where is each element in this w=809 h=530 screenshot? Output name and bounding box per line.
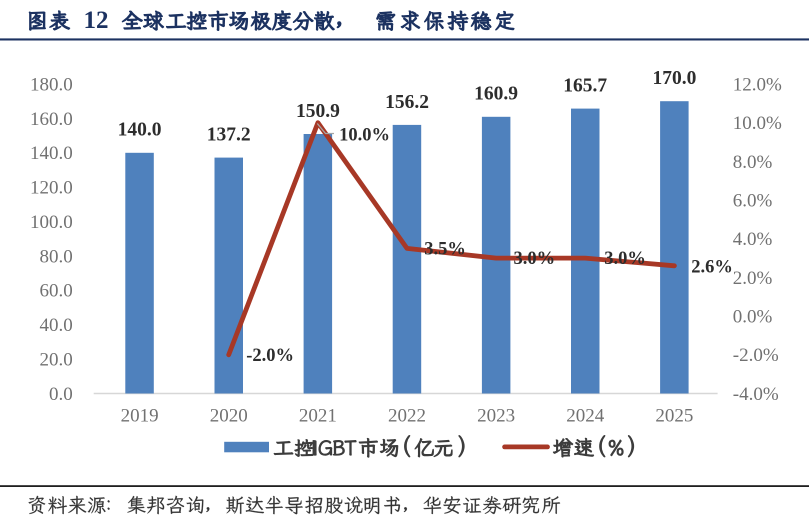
svg-text:8.0%: 8.0% — [733, 152, 773, 173]
svg-text:2022: 2022 — [388, 405, 426, 426]
svg-text:3.0%: 3.0% — [604, 249, 646, 269]
svg-text:12.0%: 12.0% — [733, 74, 782, 95]
svg-text:2020: 2020 — [210, 405, 248, 426]
svg-text:20.0: 20.0 — [40, 350, 73, 371]
svg-text:150.9: 150.9 — [296, 101, 340, 122]
svg-text:-2.0%: -2.0% — [733, 345, 779, 366]
svg-text:4.0%: 4.0% — [733, 229, 773, 250]
svg-text:2025: 2025 — [655, 405, 693, 426]
svg-text:60.0: 60.0 — [40, 281, 73, 302]
svg-text:170.0: 170.0 — [652, 68, 696, 89]
svg-text:156.2: 156.2 — [385, 92, 429, 113]
svg-text:2019: 2019 — [121, 405, 159, 426]
svg-text:180.0: 180.0 — [30, 74, 73, 95]
svg-text:40.0: 40.0 — [40, 315, 73, 336]
svg-text:12: 12 — [84, 7, 109, 34]
svg-text:80.0: 80.0 — [40, 246, 73, 267]
svg-text:-4.0%: -4.0% — [733, 384, 779, 405]
svg-text:10.0%: 10.0% — [339, 125, 390, 145]
svg-text:3.5%: 3.5% — [424, 239, 466, 259]
svg-text:0.0: 0.0 — [49, 384, 73, 405]
svg-text:0.0%: 0.0% — [733, 307, 773, 328]
svg-text:165.7: 165.7 — [563, 76, 607, 97]
svg-text:-2.0%: -2.0% — [246, 346, 294, 366]
svg-text:160.0: 160.0 — [30, 109, 73, 130]
svg-text:160.9: 160.9 — [474, 84, 518, 105]
svg-text:2.0%: 2.0% — [733, 268, 773, 289]
svg-text:2.6%: 2.6% — [691, 257, 733, 277]
svg-text:6.0%: 6.0% — [733, 191, 773, 212]
svg-text:120.0: 120.0 — [30, 178, 73, 199]
svg-text:10.0%: 10.0% — [733, 113, 782, 134]
svg-text:3.0%: 3.0% — [513, 249, 555, 269]
svg-text:100.0: 100.0 — [30, 212, 73, 233]
svg-text:140.0: 140.0 — [30, 143, 73, 164]
svg-text:2024: 2024 — [566, 405, 605, 426]
svg-text:2021: 2021 — [299, 405, 337, 426]
svg-text:2023: 2023 — [477, 405, 515, 426]
svg-text:140.0: 140.0 — [118, 120, 162, 141]
svg-text:137.2: 137.2 — [207, 125, 251, 146]
